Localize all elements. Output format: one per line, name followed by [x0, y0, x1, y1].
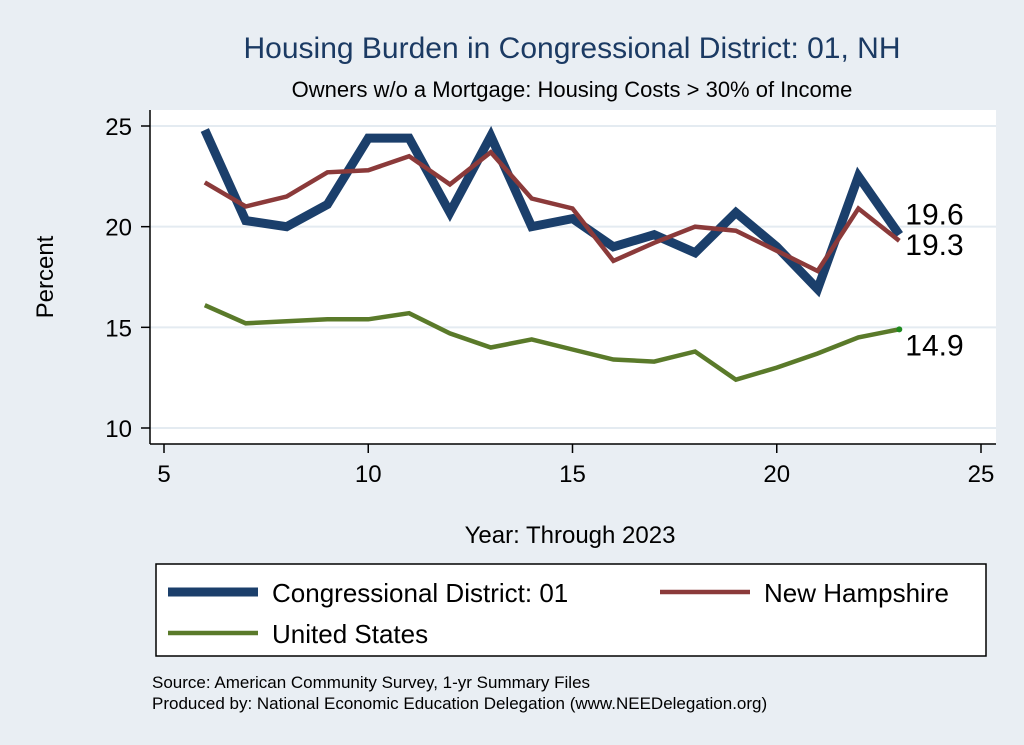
legend-box — [155, 563, 987, 657]
legend-label: Congressional District: 01 — [272, 578, 568, 608]
end-value-label: 19.3 — [905, 229, 963, 262]
x-tick-label: 15 — [559, 461, 586, 488]
legend-label: United States — [272, 619, 428, 649]
x-tick-label: 5 — [157, 461, 170, 488]
x-tick-label: 10 — [355, 461, 382, 488]
source-line: Source: American Community Survey, 1-yr … — [152, 673, 590, 692]
chart-title: Housing Burden in Congressional District… — [244, 32, 901, 65]
legend: Congressional District: 01 New Hampshire U… — [168, 578, 949, 649]
end-value-label: 14.9 — [905, 329, 963, 362]
legend-label: New Hampshire — [764, 578, 949, 608]
x-tick-label: 20 — [763, 461, 790, 488]
x-axis-title: Year: Through 2023 — [465, 522, 676, 549]
plot-area — [150, 110, 996, 444]
end-value-label: 19.6 — [905, 199, 963, 232]
y-tick-label: 25 — [105, 114, 132, 141]
y-tick-label: 15 — [105, 315, 132, 342]
y-tick-label: 20 — [105, 215, 132, 242]
series-line — [203, 149, 901, 274]
series — [200, 125, 903, 383]
series-line — [203, 303, 900, 383]
end-labels: 19.619.3 14.9 — [905, 199, 963, 363]
end-marker — [896, 326, 903, 333]
x-tick-label: 25 — [968, 461, 995, 488]
y-tick-label: 10 — [105, 416, 132, 443]
chart-subtitle: Owners w/o a Mortgage: Housing Costs > 3… — [292, 77, 853, 102]
producer-line: Produced by: National Economic Education… — [152, 694, 767, 713]
y-axis-title: Percent — [32, 235, 59, 318]
axes: 10 15 20 25 5 10 15 20 25 — [105, 110, 996, 488]
